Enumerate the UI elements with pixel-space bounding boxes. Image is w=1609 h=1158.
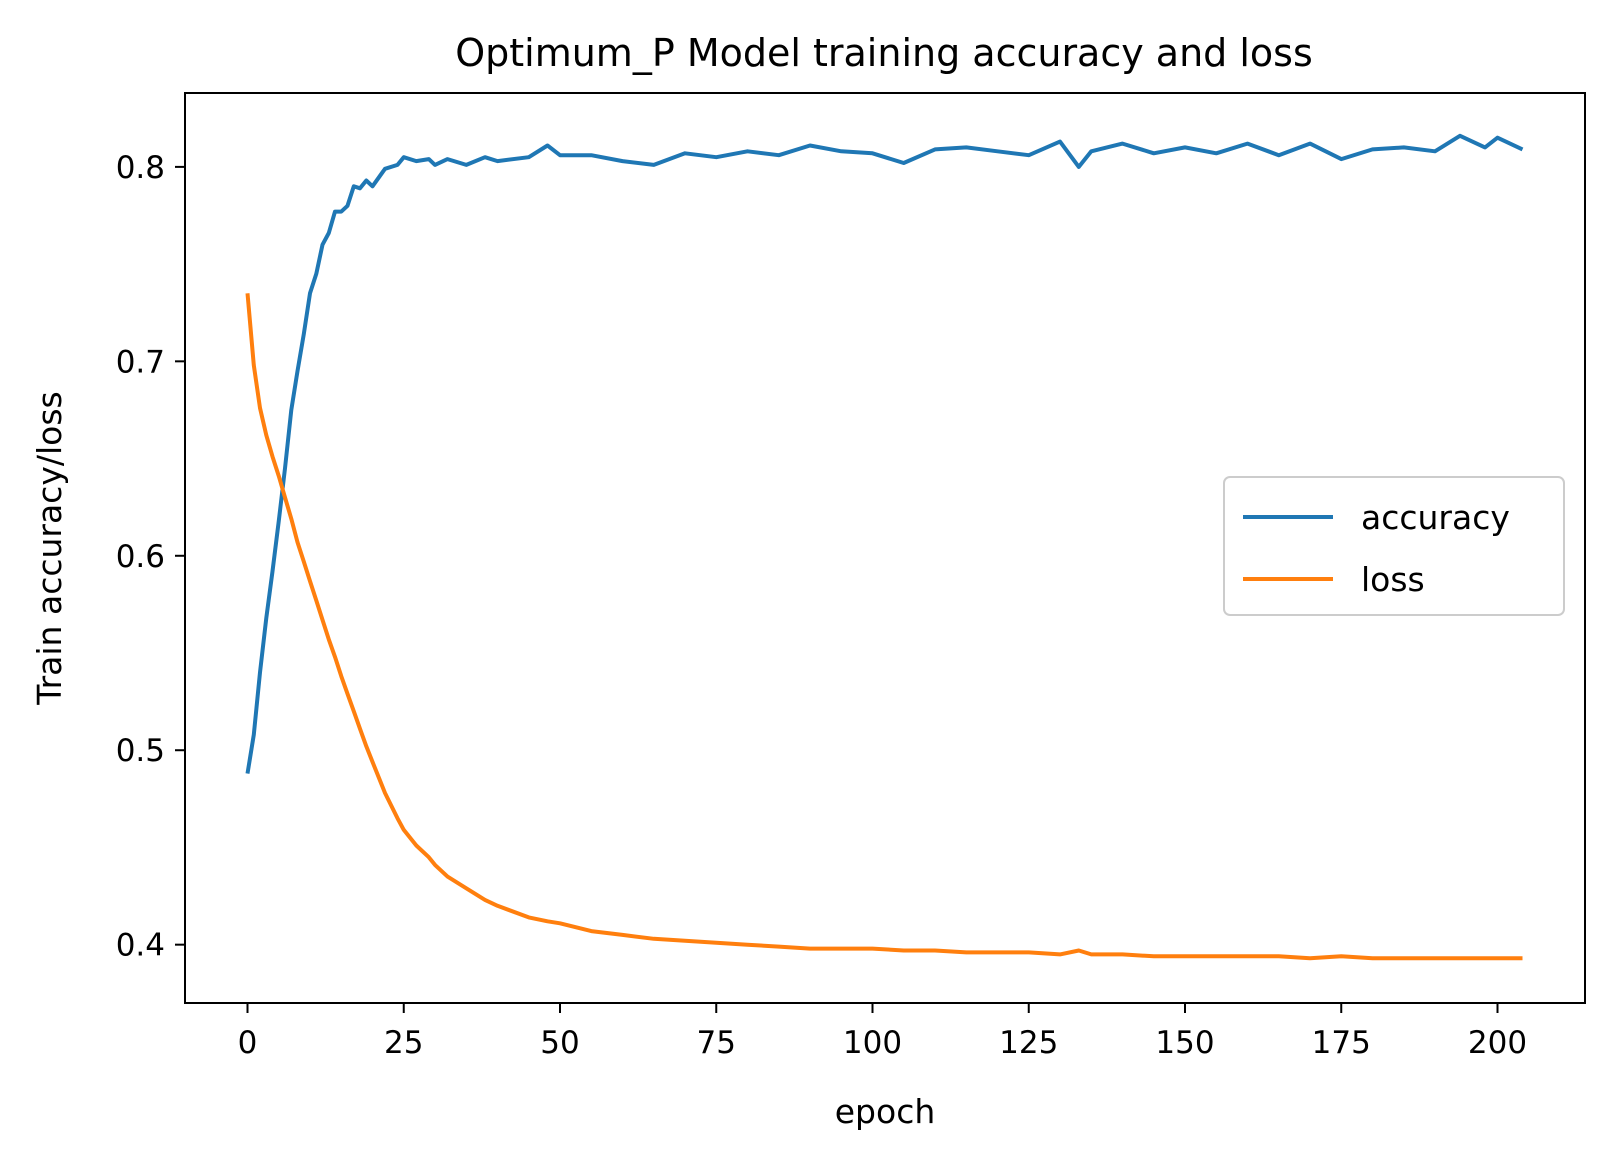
legend-label-accuracy: accuracy bbox=[1361, 498, 1510, 537]
y-tick-label: 0.6 bbox=[116, 539, 165, 575]
y-axis-label: Train accuracy/loss bbox=[30, 391, 69, 705]
series-line-loss bbox=[245, 293, 1523, 961]
x-tick-label: 150 bbox=[1155, 1025, 1214, 1061]
y-axis: 0.4 0.5 0.6 0.7 0.8 bbox=[116, 150, 185, 964]
legend: accuracy loss bbox=[1223, 476, 1565, 616]
chart-title: Optimum_P Model training accuracy and lo… bbox=[455, 31, 1313, 75]
x-axis-label: epoch bbox=[835, 1092, 936, 1131]
y-tick-label: 0.4 bbox=[116, 928, 165, 964]
y-tick-label: 0.5 bbox=[116, 733, 165, 769]
x-tick-label: 125 bbox=[999, 1025, 1058, 1061]
legend-label-loss: loss bbox=[1361, 560, 1425, 599]
x-tick-label: 0 bbox=[238, 1025, 258, 1061]
x-axis: 0 25 50 75 100 125 150 175 200 bbox=[238, 1003, 1527, 1061]
series-line-accuracy bbox=[245, 133, 1524, 774]
x-tick-label: 75 bbox=[697, 1025, 736, 1061]
x-tick-label: 25 bbox=[384, 1025, 423, 1061]
y-tick-label: 0.7 bbox=[116, 344, 165, 380]
x-tick-label: 200 bbox=[1468, 1025, 1527, 1061]
plot-area bbox=[245, 133, 1524, 961]
x-tick-label: 50 bbox=[540, 1025, 579, 1061]
plot-frame bbox=[184, 92, 1586, 1004]
x-tick-label: 175 bbox=[1312, 1025, 1371, 1061]
x-tick-label: 100 bbox=[843, 1025, 902, 1061]
y-tick-label: 0.8 bbox=[116, 150, 165, 186]
